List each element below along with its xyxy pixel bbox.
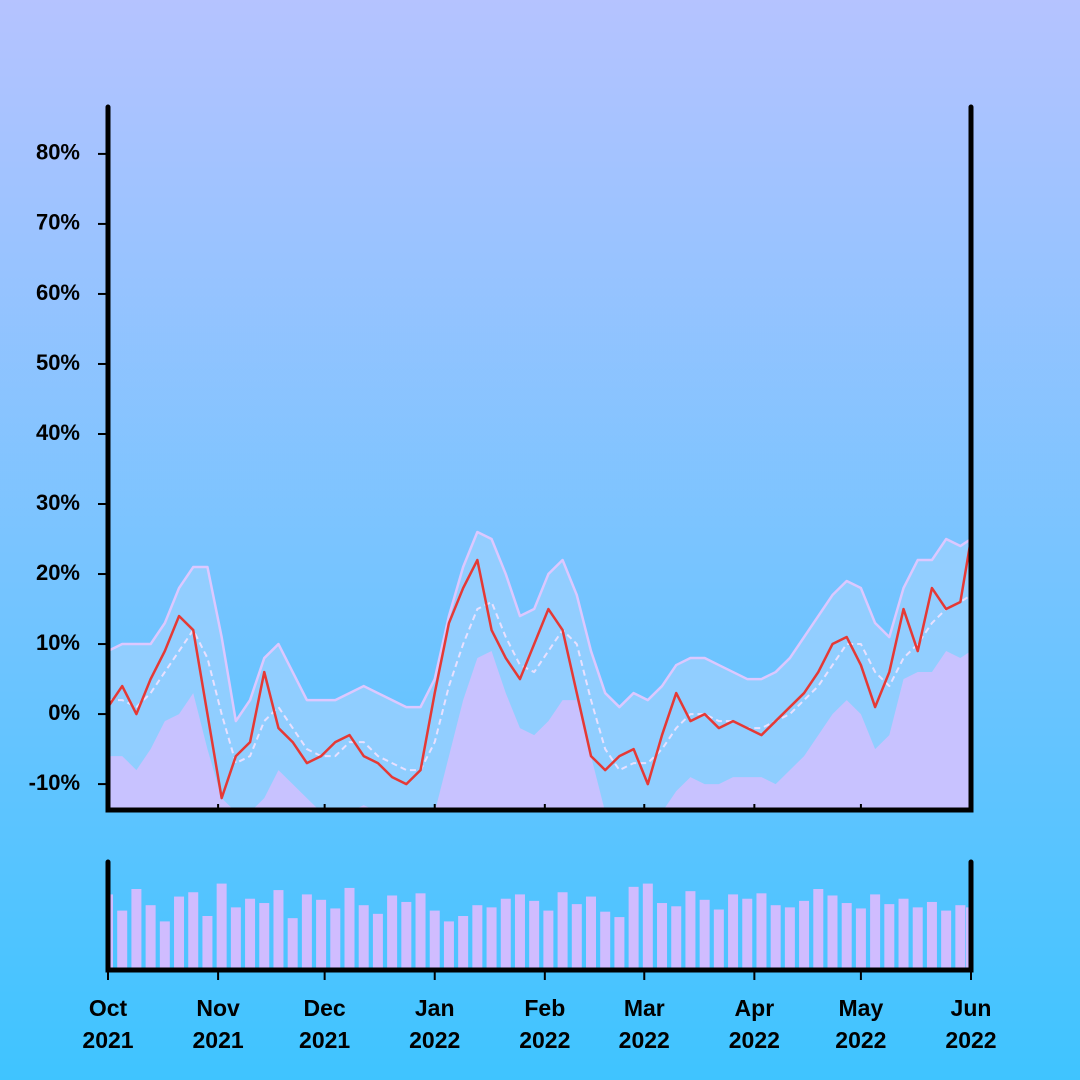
axis-frame [105, 859, 974, 973]
series-line [108, 594, 971, 772]
y-tick-label: 10% [36, 630, 80, 655]
volume-bar [713, 909, 724, 970]
y-tick-label: -10% [29, 770, 80, 795]
volume-bar [941, 910, 952, 970]
volume-bar [131, 889, 142, 970]
volume-bar [685, 891, 696, 970]
y-tick-label: 60% [36, 280, 80, 305]
volume-bar [728, 894, 739, 970]
volume-bar [259, 903, 270, 970]
volume-bar [742, 898, 753, 970]
y-tick-label: 70% [36, 210, 80, 235]
volume-bar [287, 918, 298, 970]
volume-bar [770, 905, 781, 970]
volume-bar [245, 898, 256, 970]
y-tick-label: 20% [36, 560, 80, 585]
volume-bar [316, 899, 327, 970]
volume-bar [514, 894, 525, 970]
y-tick-label: 50% [36, 350, 80, 375]
volume-bar [301, 894, 312, 970]
x-tick-label: Apr 2022 [728, 995, 780, 1053]
volume-bar [429, 910, 440, 970]
volume-bar [699, 899, 710, 970]
volume-bar [813, 889, 824, 970]
x-tick-label: Jan 2022 [409, 995, 461, 1053]
y-tick-label: 80% [36, 140, 80, 165]
volume-bar [543, 910, 554, 970]
volume-bar [174, 896, 185, 970]
volume-bar [955, 905, 966, 970]
volume-bar [642, 883, 653, 970]
y-tick-label: 30% [36, 490, 80, 515]
series-line [108, 530, 971, 723]
volume-bar [571, 904, 582, 970]
volume-bar [600, 911, 611, 970]
volume-bar [912, 907, 923, 970]
volume-bar [273, 890, 284, 970]
volume-bar [159, 921, 170, 970]
x-tick-label: Nov 2021 [192, 995, 244, 1053]
volume-bar [344, 887, 355, 970]
volume-bar [401, 901, 412, 970]
volume-bar [500, 898, 511, 970]
volume-bar [585, 896, 596, 970]
volume-bar [855, 908, 866, 970]
volume-bar [756, 893, 767, 970]
volume-bar [387, 895, 398, 970]
volume-bar [202, 916, 213, 970]
volume-bar [898, 898, 909, 970]
x-tick-label: Dec 2021 [299, 995, 351, 1053]
volume-bar [671, 906, 682, 970]
volume-bar [230, 907, 241, 970]
x-tick-label: Oct 2021 [82, 995, 134, 1053]
volume-bar [884, 904, 895, 970]
volume-bar [870, 894, 881, 970]
volume-bar [841, 903, 852, 970]
volume-bar [358, 905, 369, 970]
band-area [108, 532, 971, 810]
x-tick-label: Mar 2022 [618, 995, 670, 1053]
x-tick-label: Feb 2022 [519, 995, 571, 1053]
series-line [108, 538, 971, 800]
volume-bar [216, 883, 227, 970]
volume-bar [415, 893, 426, 970]
volume-bar [614, 917, 625, 970]
volume-bar [443, 921, 454, 970]
volume-bar [117, 910, 128, 970]
y-tick-label: 40% [36, 420, 80, 445]
volume-bar [926, 901, 937, 970]
volume-bar [784, 907, 795, 970]
y-tick-label: 0% [48, 700, 80, 725]
band-area [108, 651, 971, 810]
x-tick-label: Jun 2022 [945, 995, 997, 1053]
volume-bar [799, 900, 810, 970]
volume-bar [557, 892, 568, 970]
x-tick-label: May 2022 [835, 995, 887, 1053]
volume-bar [657, 903, 668, 970]
volume-bar [628, 886, 639, 970]
volume-bar [145, 905, 156, 970]
volume-bar [330, 908, 341, 970]
volume-bar [472, 905, 483, 970]
volume-bar [529, 900, 540, 970]
axis-frame [105, 104, 974, 813]
volume-bar [458, 916, 469, 970]
volume-bar [827, 895, 838, 970]
volume-bar [188, 892, 199, 970]
volume-bar [372, 913, 383, 970]
volume-bar [486, 907, 497, 970]
